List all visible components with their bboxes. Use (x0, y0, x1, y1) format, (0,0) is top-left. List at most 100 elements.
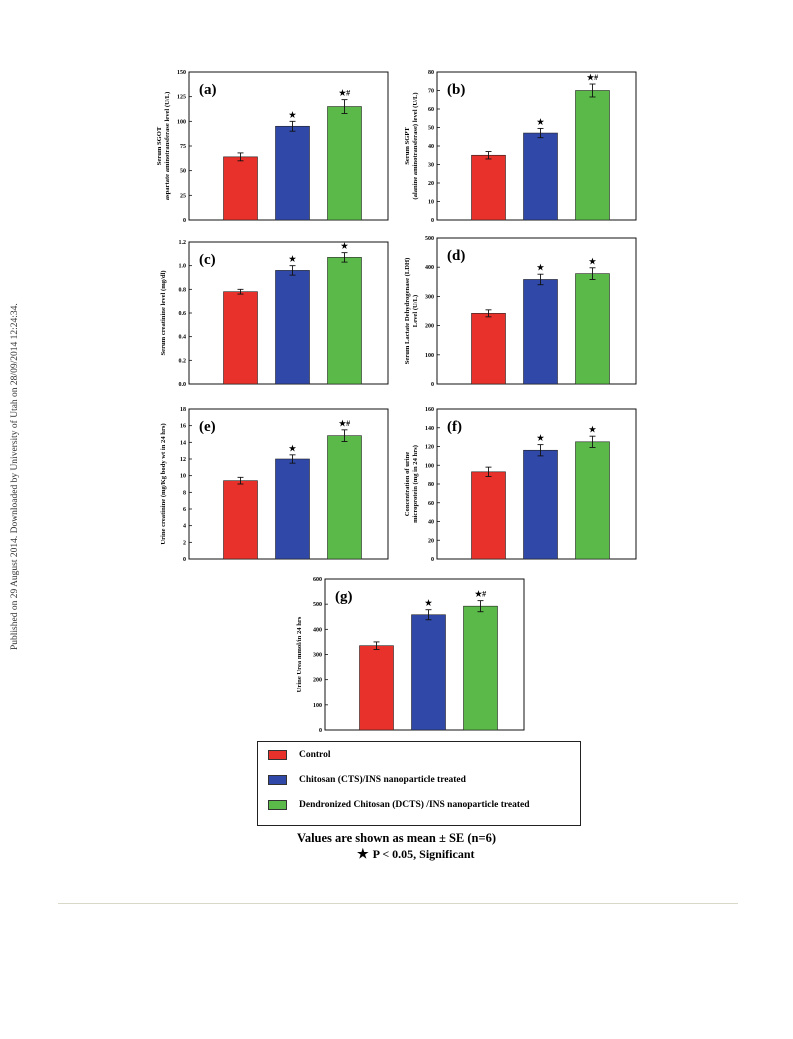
y-tick-label: 50 (180, 169, 186, 175)
y-tick-label: 300 (425, 294, 434, 300)
bar-cts (411, 614, 446, 731)
bar-control (223, 156, 258, 221)
y-tick-label: 14 (180, 440, 186, 446)
y-tick-label: 0 (183, 557, 186, 563)
significance-marker: ★# (339, 89, 350, 98)
y-tick-label: 500 (313, 602, 322, 608)
y-axis-label-line: Concentration of urine (404, 452, 411, 517)
panel-label: (f) (447, 419, 462, 435)
y-tick-label: 40 (428, 520, 434, 526)
significance-marker: ★ (289, 110, 297, 119)
y-tick-label: 50 (428, 126, 434, 132)
y-tick-label: 30 (428, 163, 434, 169)
legend-swatch-dcts (268, 800, 287, 810)
bar-cts (523, 132, 558, 221)
y-tick-label: 6 (183, 507, 186, 513)
panel-label: (a) (199, 82, 217, 98)
side-note: Published on 29 August 2014. Downloaded … (9, 303, 20, 650)
y-axis-label-line: microprotein (mg in 24 hrs) (412, 445, 419, 523)
legend-label-dcts: Dendronized Chitosan (DCTS) /INS nanopar… (299, 800, 530, 810)
y-tick-label: 10 (180, 474, 186, 480)
significance-marker: ★# (475, 590, 486, 599)
y-tick-label: 40 (428, 144, 434, 150)
significance-marker: ★ (537, 263, 545, 272)
y-axis-label: Serum SGPT(alanine aminotransferase) lev… (404, 92, 419, 199)
y-axis-label: Serum creatinine level (mg/dl) (160, 270, 167, 355)
y-tick-label: 20 (428, 538, 434, 544)
legend-label-control: Control (299, 750, 331, 760)
y-tick-label: 100 (425, 463, 434, 469)
significance-marker: ★ (289, 255, 297, 264)
y-tick-label: 0 (431, 218, 434, 224)
y-tick-label: 80 (428, 70, 434, 76)
bar-control (471, 471, 506, 560)
footer-divider (58, 903, 738, 904)
significance-marker: ★ (425, 599, 433, 608)
chart-panel-b: 0 10 20 30 40 50 60 70 80 Serum SGPT(alanine amin… (404, 70, 637, 224)
chart-panel-e: 0 2 4 6 8 10 12 14 16 18 Urine creatinine (mg/Kg b… (160, 407, 389, 563)
y-tick-label: 0 (319, 728, 322, 734)
bar-dcts (327, 435, 362, 560)
y-tick-label: 0.8 (179, 287, 187, 293)
y-tick-label: 160 (425, 407, 434, 413)
star-icon: ★ (357, 846, 369, 861)
y-tick-label: 100 (313, 703, 322, 709)
y-tick-label: 0 (431, 557, 434, 563)
y-tick-label: 70 (428, 89, 434, 95)
y-tick-label: 400 (313, 627, 322, 633)
y-tick-label: 150 (177, 70, 186, 76)
significance-note: ★ P < 0.05, Significant (357, 846, 475, 862)
panel-label: (e) (199, 419, 216, 435)
significance-marker: ★ (589, 257, 597, 266)
y-tick-label: 400 (425, 265, 434, 271)
side-note-text: Published on 29 August 2014. Downloaded … (9, 303, 20, 650)
significance-marker: ★ (341, 242, 349, 251)
bar-control (359, 645, 394, 731)
significance-marker: ★ (537, 117, 545, 126)
legend-item-dcts: Dendronized Chitosan (DCTS) /INS nanopar… (268, 800, 530, 810)
legend-swatch-control (268, 750, 287, 760)
significance-marker: ★ (589, 425, 597, 434)
y-tick-label: 12 (180, 457, 186, 463)
significance-marker: ★# (339, 419, 350, 428)
y-tick-label: 1.0 (179, 264, 187, 270)
y-axis-label-line: Level (U/L) (412, 295, 419, 327)
panel-label: (b) (447, 82, 465, 98)
bar-cts (523, 279, 558, 385)
legend-box: Control Chitosan (CTS)/INS nanoparticle … (257, 741, 581, 826)
y-axis-label-line: Serum creatinine level (mg/dl) (160, 270, 167, 355)
bar-dcts (575, 90, 610, 221)
bar-dcts (575, 441, 610, 560)
y-tick-label: 120 (425, 445, 434, 451)
bar-control (223, 480, 258, 560)
y-tick-label: 200 (425, 324, 434, 330)
bar-control (471, 154, 506, 221)
legend-item-cts: Chitosan (CTS)/INS nanoparticle treated (268, 775, 466, 785)
y-tick-label: 25 (180, 193, 186, 199)
y-tick-label: 18 (180, 407, 186, 413)
y-tick-label: 0.4 (179, 335, 187, 341)
y-tick-label: 200 (313, 678, 322, 684)
panel-label: (d) (447, 248, 465, 264)
bar-dcts (327, 257, 362, 385)
y-tick-label: 100 (425, 353, 434, 359)
y-tick-label: 0.0 (179, 382, 187, 388)
panel-label: (c) (199, 252, 216, 268)
significance-text: P < 0.05, Significant (372, 847, 475, 861)
stats-note: Values are shown as mean ± SE (n=6) (296, 831, 497, 845)
chart-panel-c: 0.0 0.2 0.4 0.6 0.8 1.0 1.2 Serum creatinine le… (160, 240, 389, 388)
y-tick-label: 8 (183, 490, 186, 496)
legend-label-cts: Chitosan (CTS)/INS nanoparticle treated (299, 775, 466, 785)
panel-label: (g) (335, 589, 353, 605)
y-tick-label: 2 (183, 540, 186, 546)
y-axis-label: Urine Urea mmol/in 24 hrs (296, 616, 303, 692)
y-tick-label: 500 (425, 236, 434, 242)
bar-dcts (463, 605, 498, 731)
legend-swatch-cts (268, 775, 287, 785)
y-tick-label: 10 (428, 200, 434, 206)
y-tick-label: 140 (425, 426, 434, 432)
y-tick-label: 4 (183, 524, 186, 530)
bar-cts (275, 458, 310, 560)
y-tick-label: 60 (428, 107, 434, 113)
y-tick-label: 20 (428, 181, 434, 187)
